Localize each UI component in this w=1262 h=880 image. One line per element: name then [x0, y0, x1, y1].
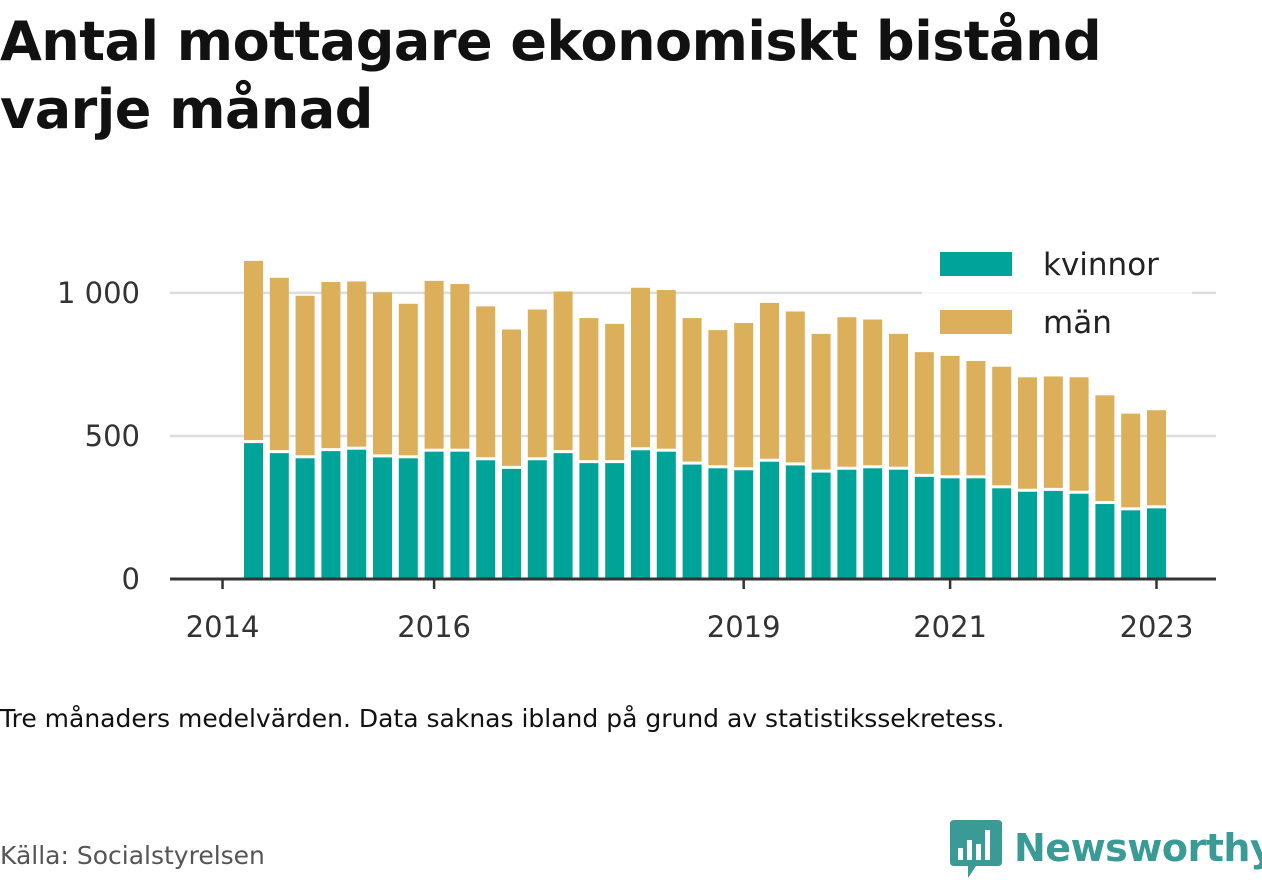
bar-kvinnor: [708, 468, 728, 579]
x-tick-label: 2019: [707, 610, 781, 644]
bar-man: [424, 280, 444, 449]
bar-kvinnor: [605, 463, 625, 579]
bar-kvinnor: [373, 457, 392, 579]
bar-man: [450, 284, 470, 449]
y-tick-label: 500: [85, 419, 140, 453]
bar-kvinnor: [631, 450, 650, 579]
y-tick-label: 1 000: [57, 276, 140, 310]
bar-kvinnor: [1121, 510, 1141, 579]
bar-man: [914, 352, 934, 474]
bar-man: [321, 282, 341, 449]
bar-kvinnor: [914, 476, 934, 579]
bar-kvinnor: [1147, 508, 1166, 579]
x-tick-label: 2021: [913, 610, 987, 644]
source-text: Källa: Socialstyrelsen: [0, 841, 265, 870]
y-axis: 0 500 1 000: [57, 276, 140, 596]
bar-man: [527, 309, 547, 458]
bar-kvinnor: [1069, 493, 1089, 579]
bar-man: [269, 277, 289, 451]
legend-label: kvinnor: [1043, 247, 1159, 283]
bar-man: [863, 319, 883, 466]
bar-kvinnor: [398, 458, 418, 579]
bar-man: [579, 318, 599, 461]
bar-kvinnor: [424, 451, 444, 579]
bar-man: [1095, 395, 1115, 502]
x-tick-label: 2016: [397, 610, 471, 644]
bar-man: [1147, 410, 1166, 506]
bar-kvinnor: [992, 488, 1012, 579]
x-tick-label: 2023: [1120, 610, 1194, 644]
brand-name: Newsworthy: [1014, 826, 1262, 870]
newsworthy-logo: Newsworthy: [950, 816, 1262, 880]
chart-note: Tre månaders medelvärden. Data saknas ib…: [0, 704, 1005, 733]
bar-kvinnor: [734, 470, 754, 579]
bar-kvinnor: [966, 478, 986, 579]
legend: kvinnor män: [922, 236, 1192, 352]
bar-kvinnor: [450, 451, 470, 579]
bar-man: [1121, 413, 1141, 508]
bar-kvinnor: [940, 478, 960, 579]
chart-title: Antal mottagare ekonomiskt bistånd varje…: [0, 10, 1102, 141]
bar-man: [244, 260, 263, 441]
bar-man: [734, 322, 754, 468]
legend-swatch: [940, 252, 1012, 276]
bar-man: [811, 333, 831, 470]
bar-man: [966, 361, 986, 476]
bar-kvinnor: [1095, 504, 1115, 579]
bar-man: [940, 355, 960, 476]
bar-man: [785, 311, 805, 463]
bar-man: [605, 323, 625, 461]
bar-man: [708, 330, 728, 466]
bar-man: [889, 333, 908, 467]
bar-man: [1043, 376, 1063, 488]
bar-man: [347, 281, 367, 447]
bar-kvinnor: [1018, 491, 1037, 579]
bar-man: [1069, 377, 1089, 491]
bar-kvinnor: [321, 451, 341, 579]
bar-man: [992, 366, 1012, 486]
bars: [244, 260, 1166, 579]
chat-bar-icon: [950, 820, 1002, 878]
bar-kvinnor: [476, 460, 496, 579]
bar-kvinnor: [889, 469, 908, 579]
bar-kvinnor: [579, 463, 599, 579]
bar-kvinnor: [553, 453, 573, 579]
bar-kvinnor: [837, 469, 857, 579]
bar-kvinnor: [295, 458, 315, 579]
y-tick-label: 0: [122, 562, 140, 596]
bar-man: [295, 295, 315, 456]
bar-man: [656, 290, 676, 449]
bar-man: [553, 291, 573, 451]
bar-kvinnor: [502, 468, 521, 579]
bar-kvinnor: [863, 468, 883, 579]
bar-man: [760, 302, 779, 459]
bar-kvinnor: [527, 460, 547, 579]
bar-man: [476, 306, 496, 458]
bar-kvinnor: [244, 443, 263, 579]
x-axis: 2014 2016 2019 2021 2023: [170, 577, 1216, 644]
bar-man: [631, 287, 650, 448]
bar-kvinnor: [682, 464, 702, 579]
x-tick-label: 2014: [186, 610, 260, 644]
bar-man: [837, 317, 857, 467]
bar-kvinnor: [785, 465, 805, 579]
chart: 0 500 1 000 2014 2016 2019 2021 2023 kvinnor mä…: [56, 236, 1216, 644]
bar-man: [373, 292, 392, 455]
legend-label: män: [1043, 305, 1112, 341]
bar-man: [502, 329, 521, 466]
bar-kvinnor: [656, 451, 676, 579]
bar-kvinnor: [347, 449, 367, 579]
bar-man: [398, 303, 418, 456]
bar-kvinnor: [1043, 490, 1063, 579]
legend-swatch: [940, 310, 1012, 334]
bar-kvinnor: [811, 472, 831, 579]
bar-man: [1018, 377, 1037, 489]
bar-man: [682, 318, 702, 462]
bar-kvinnor: [760, 461, 779, 579]
bar-kvinnor: [269, 453, 289, 579]
